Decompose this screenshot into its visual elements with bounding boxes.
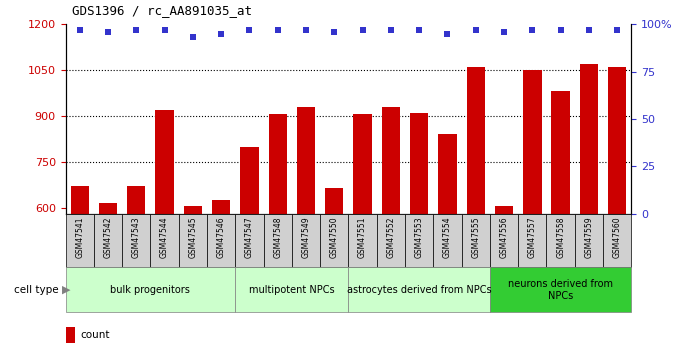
Point [442,31,453,36]
Text: GSM47555: GSM47555 [471,217,480,258]
Bar [99,203,117,214]
Point [612,27,623,32]
Text: GSM47542: GSM47542 [104,217,112,258]
Point [329,29,340,34]
Text: GSM47545: GSM47545 [188,217,197,258]
Point [471,27,482,32]
FancyBboxPatch shape [150,214,179,267]
Bar [235,267,348,312]
FancyBboxPatch shape [235,214,264,267]
Text: GSM47550: GSM47550 [330,217,339,258]
FancyBboxPatch shape [433,214,462,267]
FancyBboxPatch shape [405,214,433,267]
Text: GSM47544: GSM47544 [160,217,169,258]
Text: GSM47560: GSM47560 [613,217,622,258]
FancyBboxPatch shape [94,214,122,267]
Text: multipotent NPCs: multipotent NPCs [249,285,335,295]
Text: GSM47548: GSM47548 [273,217,282,258]
Bar [66,327,75,343]
Text: GSM47559: GSM47559 [584,217,593,258]
Text: GSM47558: GSM47558 [556,217,565,258]
Bar [66,267,235,312]
Bar [348,267,490,312]
Bar [551,91,570,214]
Bar [495,206,513,214]
Point [291,240,302,246]
FancyBboxPatch shape [207,214,235,267]
Text: GSM47556: GSM47556 [500,217,509,258]
FancyBboxPatch shape [603,214,631,267]
FancyBboxPatch shape [292,214,320,267]
Text: GSM47554: GSM47554 [443,217,452,258]
Text: GSM47541: GSM47541 [75,217,84,258]
Bar [523,70,542,214]
Text: GSM47552: GSM47552 [386,217,395,258]
Text: bulk progenitors: bulk progenitors [110,285,190,295]
FancyBboxPatch shape [320,214,348,267]
FancyBboxPatch shape [122,214,150,267]
FancyBboxPatch shape [462,214,490,267]
Point [414,27,425,32]
FancyBboxPatch shape [546,214,575,267]
Point [527,27,538,32]
Bar [127,186,146,214]
Bar [382,107,400,214]
Point [74,27,86,32]
Point [357,27,368,32]
Point [159,27,170,32]
Text: GSM47553: GSM47553 [415,217,424,258]
FancyBboxPatch shape [264,214,292,267]
Text: astrocytes derived from NPCs: astrocytes derived from NPCs [347,285,491,295]
FancyBboxPatch shape [490,214,518,267]
Point [216,31,227,36]
Bar [240,147,259,214]
FancyBboxPatch shape [518,214,546,267]
Text: count: count [81,330,110,340]
Point [555,27,566,32]
Bar [608,67,627,214]
Text: GSM47549: GSM47549 [302,217,310,258]
Bar [268,115,287,214]
Point [188,35,199,40]
Point [386,27,397,32]
Bar [353,115,372,214]
Text: GSM47551: GSM47551 [358,217,367,258]
FancyBboxPatch shape [179,214,207,267]
FancyBboxPatch shape [575,214,603,267]
Text: GSM47547: GSM47547 [245,217,254,258]
Text: GSM47546: GSM47546 [217,217,226,258]
Bar [155,110,174,214]
Point [131,27,142,32]
FancyBboxPatch shape [66,214,94,267]
Point [272,27,284,32]
Bar [212,200,230,214]
Point [499,29,510,34]
FancyBboxPatch shape [377,214,405,267]
Bar [184,206,202,214]
Text: GDS1396 / rc_AA891035_at: GDS1396 / rc_AA891035_at [72,4,253,17]
Bar [490,267,631,312]
Text: neurons derived from
NPCs: neurons derived from NPCs [508,279,613,300]
Text: cell type: cell type [14,285,62,295]
Bar [466,67,485,214]
Bar [297,107,315,214]
Text: ▶: ▶ [62,285,70,295]
Bar [438,134,457,214]
Bar [70,186,89,214]
Text: GSM47543: GSM47543 [132,217,141,258]
Text: GSM47557: GSM47557 [528,217,537,258]
FancyBboxPatch shape [348,214,377,267]
Point [102,29,113,34]
Point [584,27,595,32]
Point [301,27,312,32]
Bar [580,64,598,214]
Bar [325,188,344,214]
Point [244,27,255,32]
Bar [410,113,428,214]
